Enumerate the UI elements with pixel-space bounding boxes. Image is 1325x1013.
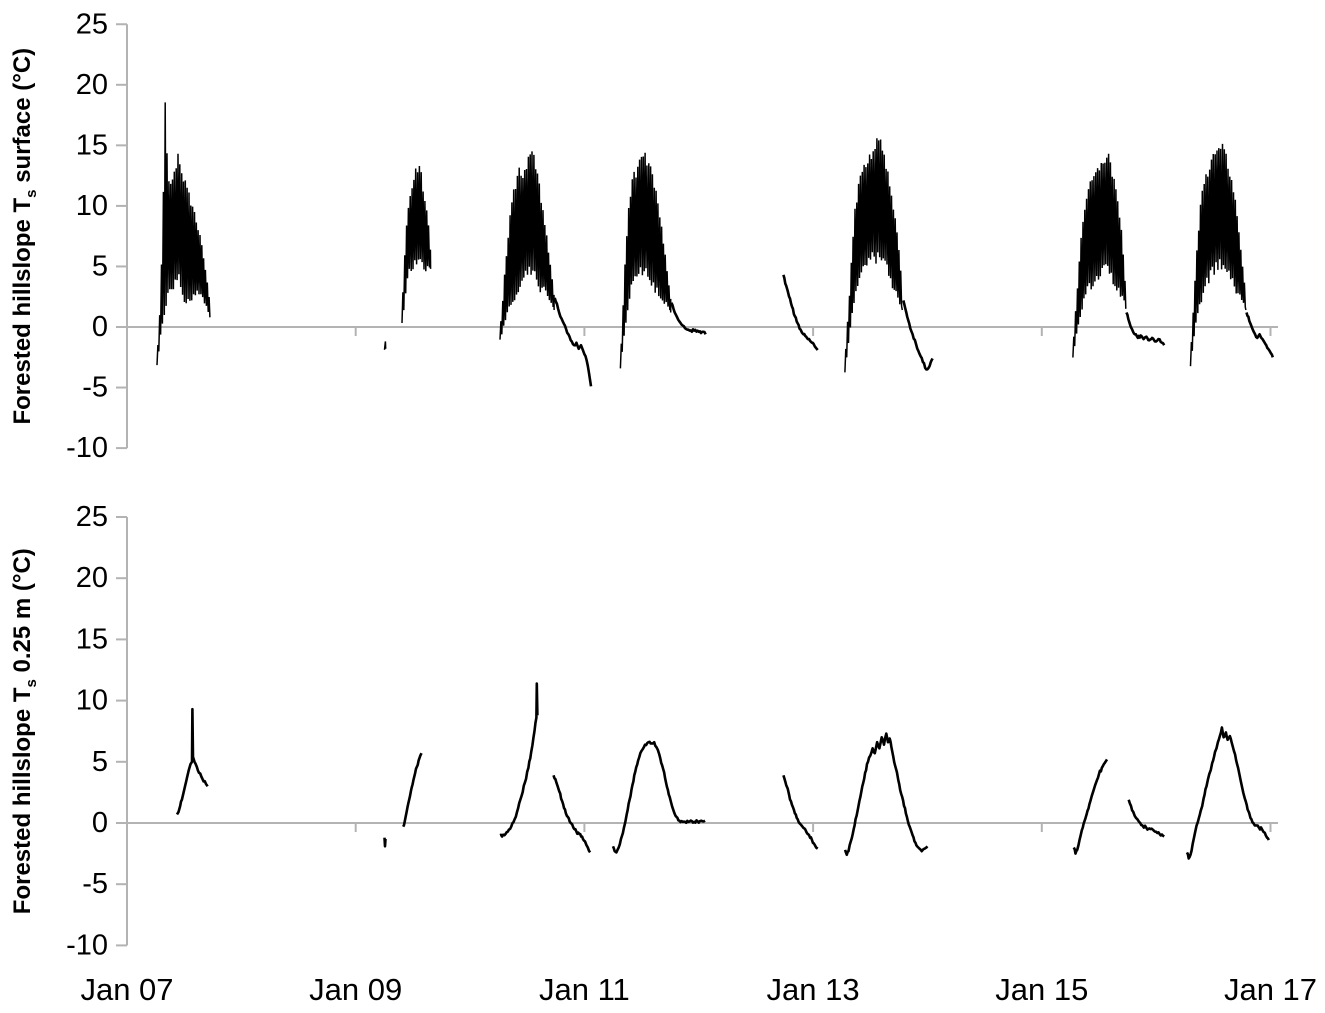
series-segment-band	[499, 151, 555, 340]
series-segment-line	[175, 707, 209, 816]
y-tick-label: 25	[76, 501, 108, 533]
y-tick-label: 15	[76, 129, 108, 161]
x-tick-label: Jan 09	[309, 972, 402, 1007]
y-tick-label: 20	[76, 562, 108, 594]
y-tick-label: 20	[76, 69, 108, 101]
y-tick-label: 15	[76, 623, 108, 655]
series-segment-line	[782, 274, 819, 351]
series-segment-line	[902, 300, 934, 371]
y-tick-label: -5	[82, 372, 108, 404]
y-tick-label: 25	[76, 8, 108, 40]
series-segment-line	[782, 774, 819, 850]
panel-ts-surface: 25 20 15 10 5 0 -5 -10 Forested hillslope Ts sur…	[9, 8, 1278, 464]
y-tick-label: 10	[76, 190, 108, 222]
series-segment-band	[156, 102, 211, 366]
series-segment-line	[499, 682, 539, 838]
x-tick-label: Jan 11	[539, 972, 630, 1007]
y-tick-label: 5	[92, 250, 108, 282]
series-segment-line	[553, 297, 593, 387]
series-segment-line	[552, 774, 592, 854]
series-segment-band	[383, 341, 387, 350]
x-tick-label: Jan 07	[80, 972, 173, 1007]
series-segment-line	[843, 732, 929, 857]
panel-ts-025m: 25 20 15 10 5 0 -5 -10 Forested hillslope Ts 0.2…	[9, 501, 1278, 961]
x-tick-label: Jan 17	[1224, 972, 1317, 1007]
series-segment-band	[619, 152, 672, 369]
series-segment-line	[1185, 726, 1270, 860]
y-tick-label: 10	[76, 685, 108, 717]
series-segment-line	[1072, 758, 1109, 855]
series-segment-line	[1245, 312, 1275, 358]
series-segment-line	[1127, 799, 1165, 838]
y-tick-label: -10	[66, 432, 108, 464]
series-segment-line	[1125, 311, 1166, 346]
y-axis-title: Forested hillslope Ts 0.25 m (°C)	[9, 548, 40, 914]
y-tick-label: 0	[92, 807, 108, 839]
series-segment-line	[611, 740, 706, 854]
series-segment-line	[383, 837, 387, 848]
series-segment-band	[844, 138, 904, 373]
y-tick-label: 5	[92, 746, 108, 778]
series-segment-band	[1072, 153, 1127, 358]
series-segment-line	[670, 302, 707, 335]
series-segment-band	[401, 165, 432, 324]
x-axis-labels: Jan 07 Jan 09 Jan 11 Jan 13 Jan 15 Jan 17	[80, 972, 1317, 1007]
series-segment-line	[402, 752, 423, 828]
y-axis-title: Forested hillslope Ts surface (°C)	[9, 48, 40, 425]
x-tick-label: Jan 13	[767, 972, 860, 1007]
y-tick-label: -10	[66, 929, 108, 961]
y-tick-label: 0	[92, 311, 108, 343]
series-segment-band	[1189, 143, 1247, 367]
y-tick-label: -5	[82, 868, 108, 900]
x-tick-label: Jan 15	[995, 972, 1088, 1007]
